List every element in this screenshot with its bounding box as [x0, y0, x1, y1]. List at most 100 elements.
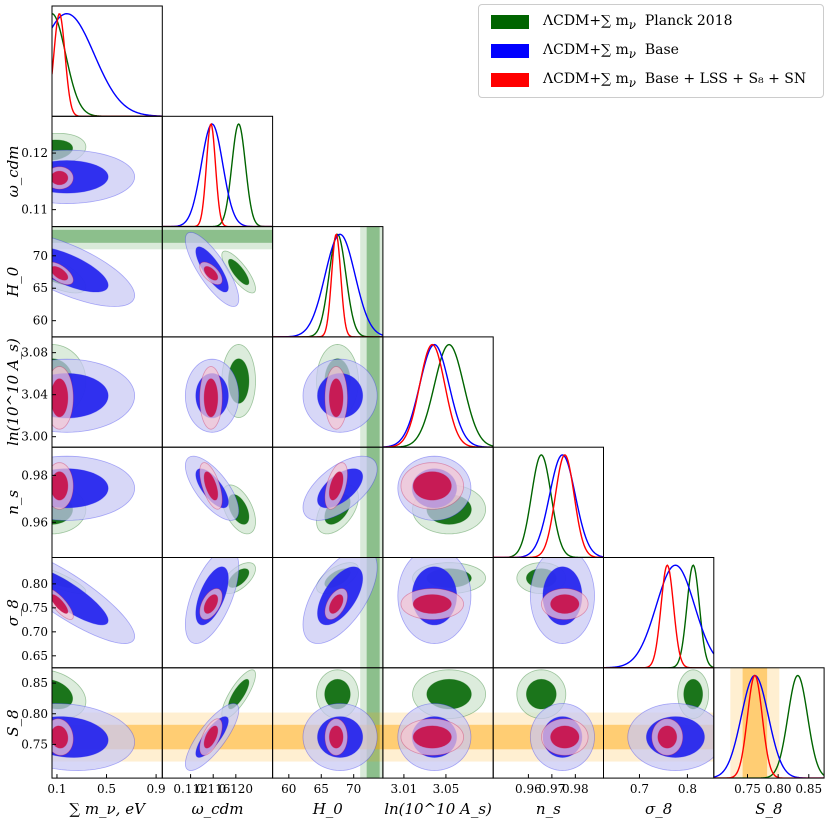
x-tick-label-S8: 0.75 — [734, 782, 761, 796]
x-tick-label-sigma8: 0.7 — [630, 782, 649, 796]
pdf-sigma8-series-0 — [603, 564, 714, 668]
contour-1sigma-series-0 — [227, 258, 250, 286]
contour-1sigma-series-2 — [52, 725, 69, 749]
panel-lnAs-sigma8 — [397, 557, 487, 644]
y-tick-label-lnAs: 3.00 — [21, 430, 48, 444]
y-tick-label-sigma8: 0.65 — [21, 649, 48, 663]
legend-entry-base-lss: ΛCDM+∑ mν Base + LSS + S₈ + SN — [491, 69, 806, 91]
legend-label-base-lss: ΛCDM+∑ mν Base + LSS + S₈ + SN — [543, 70, 807, 90]
panel-H0-lnAs — [302, 336, 383, 448]
contour-1sigma-series-2 — [52, 170, 69, 186]
panel-mnu-wcdm — [52, 132, 136, 204]
x-tick-label-wcdm: 0.112 — [173, 782, 207, 796]
y-tick-label-wcdm: 0.12 — [21, 146, 48, 160]
x-tick-label-H0: 70 — [346, 782, 361, 796]
band-1sigma-H0 — [366, 226, 380, 337]
x-tick-label-H0: 60 — [281, 782, 296, 796]
panel-ns-S8 — [493, 669, 604, 771]
y-axis-label-H0: H_0 — [4, 266, 22, 298]
x-axis-label-ns: n_s — [536, 800, 561, 818]
pdf-mnu-series-2 — [52, 13, 163, 117]
contour-1sigma-series-2 — [328, 725, 344, 749]
pdf-lnAs-series-0 — [382, 343, 494, 448]
panel-ns — [493, 454, 604, 558]
contour-1sigma-series-2 — [550, 594, 580, 614]
contour-1sigma-series-2 — [657, 725, 678, 749]
pdf-mnu-series-1 — [52, 13, 163, 117]
x-tick-label-mnu: 0.1 — [47, 782, 66, 796]
x-tick-label-wcdm: 0.116 — [196, 782, 230, 796]
y-tick-label-S8: 0.80 — [21, 707, 48, 721]
y-axis-label-ns: n_s — [4, 490, 22, 515]
panel-wcdm-lnAs — [184, 344, 256, 433]
pdf-lnAs-series-2 — [382, 343, 494, 448]
y-tick-label-S8: 0.85 — [21, 676, 48, 690]
x-tick-label-S8: 0.80 — [765, 782, 792, 796]
panel-H0-sigma8 — [302, 557, 383, 668]
contour-1sigma-series-2 — [328, 471, 344, 501]
contour-1sigma-series-2 — [203, 378, 219, 418]
panel-S8 — [713, 667, 825, 779]
band-2sigma-S8 — [730, 667, 780, 779]
contour-1sigma-series-2 — [203, 471, 219, 501]
panel-lnAs-S8 — [382, 669, 494, 771]
panel-ns-sigma8 — [516, 557, 595, 644]
y-axis-label-S8: S_8 — [4, 709, 22, 736]
contour-1sigma-series-2 — [412, 594, 452, 614]
pdf-mnu-series-0 — [52, 13, 163, 117]
contour-1sigma-series-2 — [550, 725, 580, 749]
pdf-lnAs-series-1 — [382, 343, 494, 448]
y-tick-label-sigma8: 0.80 — [21, 577, 48, 591]
panel-H0-S8 — [272, 667, 383, 779]
contour-1sigma-series-1 — [52, 572, 109, 626]
y-tick-label-ns: 0.96 — [21, 515, 48, 529]
x-tick-label-wcdm: 0.120 — [219, 782, 253, 796]
legend-swatch-base-lss — [491, 73, 529, 87]
contour-1sigma-series-2 — [52, 266, 69, 281]
panel-lnAs-ns — [397, 455, 487, 535]
panel-sigma8-S8 — [603, 669, 714, 771]
y-tick-label-lnAs: 3.08 — [21, 346, 48, 360]
y-tick-label-ns: 0.98 — [21, 468, 48, 482]
contour-1sigma-series-2 — [52, 378, 69, 418]
panel-mnu-ns — [52, 455, 136, 535]
y-tick-label-S8: 0.75 — [21, 737, 48, 751]
panel-mnu-lnAs — [52, 344, 136, 433]
y-axis-label-wcdm: ω_cdm — [4, 145, 22, 197]
legend-label-base: ΛCDM+∑ mν Base — [543, 41, 679, 61]
band-1sigma-H0 — [52, 229, 163, 243]
x-tick-label-lnAs: 3.05 — [433, 782, 460, 796]
legend-label-planck: ΛCDM+∑ mν Planck 2018 — [543, 12, 733, 32]
x-tick-label-S8: 0.85 — [795, 782, 822, 796]
contour-1sigma-series-2 — [52, 471, 69, 501]
y-axis-label-sigma8: σ_8 — [4, 599, 22, 626]
y-tick-label-H0: 70 — [33, 249, 48, 263]
contour-1sigma-series-2 — [203, 725, 219, 749]
pdf-ns-series-1 — [493, 454, 604, 558]
y-tick-label-H0: 60 — [33, 314, 48, 328]
x-axis-label-lnAs: ln(10^10 A_s) — [384, 800, 492, 818]
panel-mnu-H0 — [52, 226, 163, 307]
y-tick-label-lnAs: 3.04 — [21, 388, 48, 402]
panel-sigma8 — [603, 564, 714, 668]
legend: ΛCDM+∑ mν Planck 2018 ΛCDM+∑ mν Base ΛCD… — [478, 4, 824, 98]
panel-wcdm-ns — [184, 455, 256, 535]
legend-entry-planck: ΛCDM+∑ mν Planck 2018 — [491, 11, 733, 33]
x-axis-label-mnu: ∑ m_ν, eV — [69, 800, 147, 818]
panel-H0 — [272, 226, 383, 337]
contour-1sigma-series-2 — [412, 471, 452, 501]
y-tick-label-sigma8: 0.75 — [21, 601, 48, 615]
legend-swatch-base — [491, 44, 529, 58]
x-axis-label-H0: H_0 — [312, 800, 344, 818]
x-tick-label-sigma8: 0.8 — [678, 782, 697, 796]
x-tick-label-mnu: 0.9 — [147, 782, 166, 796]
panel-wcdm-H0 — [162, 226, 273, 307]
band-2sigma-H0 — [360, 226, 383, 337]
panel-H0-ns — [302, 447, 383, 558]
x-axis-label-sigma8: σ_8 — [645, 800, 672, 818]
x-tick-label-ns: 0.97 — [539, 782, 566, 796]
band-1sigma-H0 — [162, 229, 273, 243]
y-tick-label-H0: 65 — [33, 281, 48, 295]
panel-wcdm-sigma8 — [184, 557, 256, 644]
